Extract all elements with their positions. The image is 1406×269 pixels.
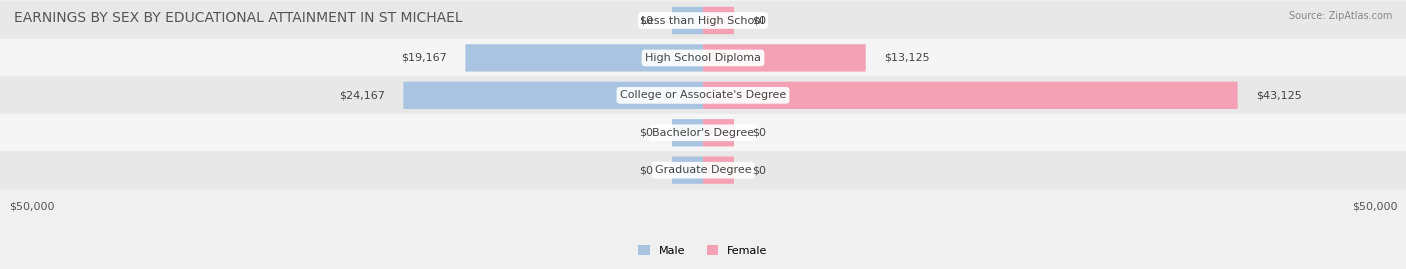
Text: $43,125: $43,125 <box>1256 90 1302 100</box>
Text: $13,125: $13,125 <box>884 53 929 63</box>
FancyBboxPatch shape <box>0 1 1406 40</box>
FancyBboxPatch shape <box>0 151 1406 189</box>
FancyBboxPatch shape <box>404 82 703 109</box>
Text: $50,000: $50,000 <box>1351 202 1398 212</box>
Text: $50,000: $50,000 <box>8 202 55 212</box>
FancyBboxPatch shape <box>672 119 703 146</box>
Text: Less than High School: Less than High School <box>641 16 765 26</box>
Text: Source: ZipAtlas.com: Source: ZipAtlas.com <box>1288 11 1392 21</box>
Text: $0: $0 <box>752 128 766 138</box>
Text: $0: $0 <box>640 128 654 138</box>
FancyBboxPatch shape <box>672 7 703 34</box>
Text: High School Diploma: High School Diploma <box>645 53 761 63</box>
FancyBboxPatch shape <box>703 82 1237 109</box>
Text: College or Associate's Degree: College or Associate's Degree <box>620 90 786 100</box>
FancyBboxPatch shape <box>465 44 703 72</box>
FancyBboxPatch shape <box>703 157 734 184</box>
FancyBboxPatch shape <box>0 114 1406 152</box>
Text: $0: $0 <box>752 165 766 175</box>
Text: $24,167: $24,167 <box>339 90 385 100</box>
Text: Graduate Degree: Graduate Degree <box>655 165 751 175</box>
FancyBboxPatch shape <box>703 44 866 72</box>
FancyBboxPatch shape <box>0 76 1406 114</box>
FancyBboxPatch shape <box>672 157 703 184</box>
Legend: Male, Female: Male, Female <box>634 240 772 260</box>
Text: $0: $0 <box>752 16 766 26</box>
Text: EARNINGS BY SEX BY EDUCATIONAL ATTAINMENT IN ST MICHAEL: EARNINGS BY SEX BY EDUCATIONAL ATTAINMEN… <box>14 11 463 25</box>
FancyBboxPatch shape <box>0 39 1406 77</box>
Text: $19,167: $19,167 <box>401 53 447 63</box>
FancyBboxPatch shape <box>703 7 734 34</box>
Text: $0: $0 <box>640 165 654 175</box>
Text: $0: $0 <box>640 16 654 26</box>
Text: Bachelor's Degree: Bachelor's Degree <box>652 128 754 138</box>
FancyBboxPatch shape <box>703 119 734 146</box>
